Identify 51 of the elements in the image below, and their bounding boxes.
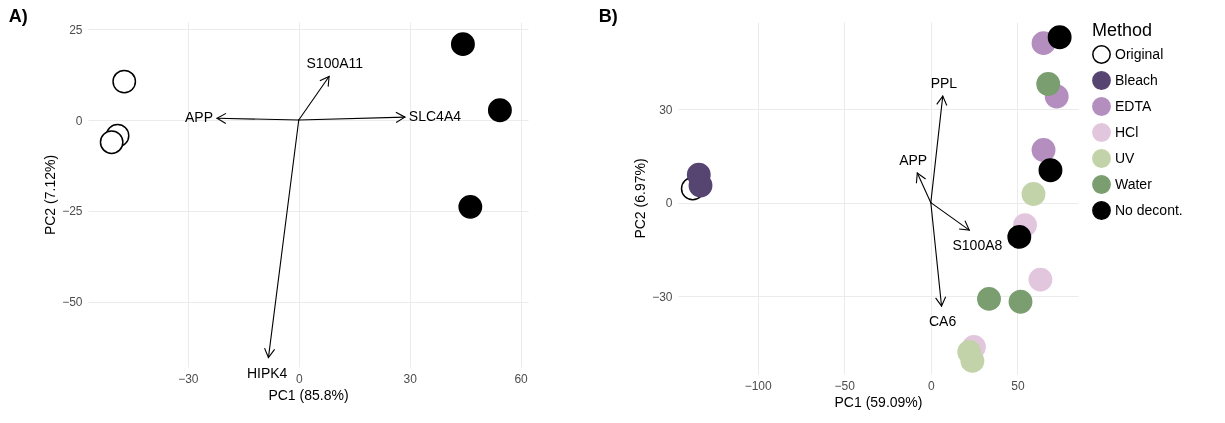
- x-tick-label: 0: [295, 371, 303, 386]
- point: [458, 194, 483, 219]
- chart-title: A): [8, 6, 28, 26]
- y-tick-label: −30: [652, 289, 673, 304]
- x-tick-label: 0: [927, 378, 935, 393]
- annotation: APP: [185, 109, 214, 126]
- y-axis-title: PC2 (6.97%): [632, 158, 649, 239]
- point: [1047, 25, 1072, 50]
- point: [1031, 138, 1056, 162]
- y-tick-label: −25: [62, 204, 83, 219]
- annotation: CA6: [928, 313, 957, 330]
- x-tick-label: −100: [744, 378, 772, 393]
- x-tick-label: −30: [178, 371, 199, 386]
- x-tick-label: 30: [403, 371, 418, 386]
- point: [112, 69, 137, 94]
- y-axis-title: PC2 (7.12%): [42, 154, 59, 236]
- legend-label: No decont.: [1115, 201, 1183, 218]
- annotation: APP: [899, 152, 928, 169]
- point: [977, 287, 1001, 311]
- annotation: SLC4A4: [408, 108, 462, 125]
- x-axis-title: PC1 (59.09%): [834, 393, 923, 410]
- legend-label: Original: [1115, 45, 1164, 62]
- point: [1008, 289, 1033, 314]
- legend-label: Water: [1115, 175, 1153, 192]
- point: [99, 130, 124, 155]
- annotation: S100A8: [952, 237, 1003, 254]
- legend-label: UV: [1115, 149, 1136, 166]
- annotation: HIPK4: [246, 364, 288, 381]
- legend-title: Method: [1092, 20, 1153, 40]
- annotation: PPL: [930, 75, 958, 92]
- point: [1021, 182, 1046, 206]
- point: [1007, 225, 1032, 249]
- annotation: S100A11: [306, 55, 364, 72]
- y-tick-label: 30: [659, 102, 673, 117]
- legend-label: Bleach: [1115, 71, 1158, 88]
- y-tick-label: −50: [62, 295, 83, 310]
- legend-label: HCl: [1115, 123, 1139, 140]
- y-tick-label: 25: [69, 22, 83, 37]
- chart-title: B): [598, 6, 618, 26]
- y-tick-label: 0: [665, 196, 673, 211]
- x-tick-label: −50: [834, 378, 856, 393]
- point: [1036, 72, 1061, 96]
- x-tick-label: 60: [514, 371, 529, 386]
- x-axis-title: PC1 (85.8%): [268, 386, 349, 403]
- point: [487, 98, 512, 123]
- point: [450, 32, 475, 57]
- point: [1028, 267, 1053, 292]
- point: [1038, 158, 1063, 183]
- legend-label: EDTA: [1115, 97, 1152, 114]
- x-tick-label: 50: [1011, 378, 1025, 393]
- y-tick-label: 0: [75, 113, 83, 128]
